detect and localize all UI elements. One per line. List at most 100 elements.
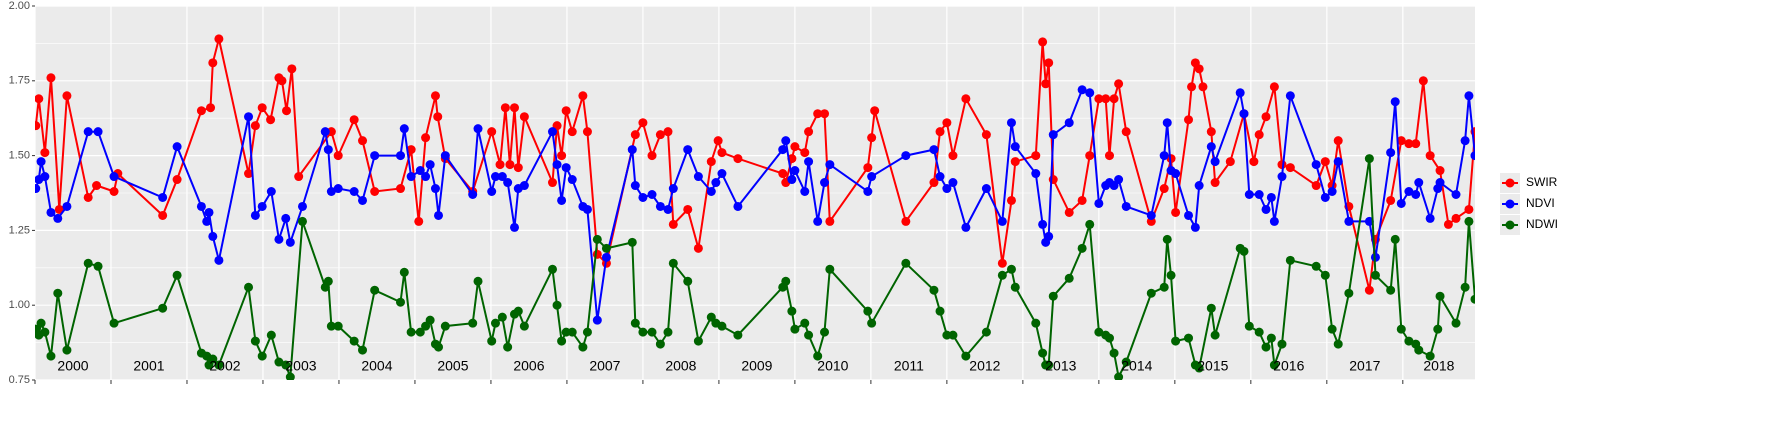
x-tick-label: 2012 <box>969 358 1000 374</box>
data-point <box>266 115 276 125</box>
data-point <box>323 145 333 155</box>
data-point <box>208 58 218 68</box>
data-point <box>1451 318 1461 328</box>
data-point <box>1038 37 1048 47</box>
data-point <box>370 285 380 295</box>
data-point <box>1261 204 1271 214</box>
data-point <box>1285 163 1295 173</box>
data-point <box>196 201 206 211</box>
x-tick-label: 2010 <box>817 358 848 374</box>
data-point <box>1094 327 1104 337</box>
data-point <box>158 303 168 313</box>
data-point <box>399 124 409 134</box>
data-point <box>948 330 958 340</box>
data-point <box>1364 285 1374 295</box>
data-point <box>158 210 168 220</box>
data-point <box>790 324 800 334</box>
data-point <box>929 285 939 295</box>
x-tick-label: 2016 <box>1273 358 1304 374</box>
data-point <box>567 175 577 185</box>
legend-label: NDWI <box>1526 217 1558 231</box>
data-point <box>1254 130 1264 140</box>
data-point <box>948 151 958 161</box>
data-point <box>1451 189 1461 199</box>
data-point <box>1327 187 1337 197</box>
data-point <box>1006 118 1016 128</box>
data-point <box>592 315 602 325</box>
data-point <box>578 342 588 352</box>
data-point <box>40 327 50 337</box>
data-point <box>421 172 431 182</box>
data-point <box>997 258 1007 268</box>
data-point <box>1010 157 1020 167</box>
data-point <box>487 336 497 346</box>
data-point <box>370 187 380 197</box>
data-point <box>630 181 640 191</box>
x-tick-label: 2011 <box>894 358 924 374</box>
data-point <box>414 216 424 226</box>
data-point <box>1184 333 1194 343</box>
data-point <box>214 360 224 370</box>
data-point <box>790 166 800 176</box>
y-tick-label: 1.25 <box>9 224 30 236</box>
data-point <box>1277 339 1287 349</box>
legend-point <box>1505 178 1515 188</box>
data-point <box>1104 333 1114 343</box>
data-point <box>1386 148 1396 158</box>
data-point <box>92 181 102 191</box>
data-point <box>1269 216 1279 226</box>
data-point <box>46 351 56 361</box>
data-point <box>1254 189 1264 199</box>
data-point <box>820 109 830 119</box>
data-point <box>1077 243 1087 253</box>
data-point <box>1235 88 1245 98</box>
data-point <box>1269 82 1279 92</box>
data-point <box>396 297 406 307</box>
data-point <box>663 327 673 337</box>
data-point <box>349 115 359 125</box>
data-point <box>1048 175 1058 185</box>
data-point <box>333 321 343 331</box>
data-point <box>1085 88 1095 98</box>
data-point <box>1044 360 1054 370</box>
data-point <box>781 136 791 146</box>
data-point <box>358 195 368 205</box>
data-point <box>663 204 673 214</box>
data-point <box>266 187 276 197</box>
data-point <box>172 142 182 152</box>
data-point <box>274 357 284 367</box>
data-point <box>326 187 336 197</box>
data-point <box>172 270 182 280</box>
data-point <box>1225 157 1235 167</box>
data-point <box>557 151 567 161</box>
data-point <box>683 276 693 286</box>
data-point <box>1006 195 1016 205</box>
data-point <box>733 330 743 340</box>
data-point <box>1390 234 1400 244</box>
data-point <box>1010 142 1020 152</box>
data-point <box>1344 216 1354 226</box>
data-point <box>981 130 991 140</box>
data-point <box>513 306 523 316</box>
data-point <box>1411 189 1421 199</box>
data-point <box>1121 357 1131 367</box>
data-point <box>208 231 218 241</box>
data-point <box>109 318 119 328</box>
data-point <box>1094 198 1104 208</box>
data-point <box>1184 210 1194 220</box>
data-point <box>929 178 939 188</box>
data-point <box>244 169 254 179</box>
data-point <box>1109 348 1119 358</box>
data-point <box>281 213 291 223</box>
data-point <box>294 172 304 182</box>
data-point <box>1194 363 1204 373</box>
data-point <box>825 264 835 274</box>
data-point <box>1470 294 1475 304</box>
data-point <box>1269 360 1279 370</box>
data-point <box>1198 82 1208 92</box>
data-point <box>1184 115 1194 125</box>
data-point <box>204 207 214 217</box>
data-point <box>1411 139 1421 149</box>
data-point <box>1327 324 1337 334</box>
data-point <box>935 127 945 137</box>
